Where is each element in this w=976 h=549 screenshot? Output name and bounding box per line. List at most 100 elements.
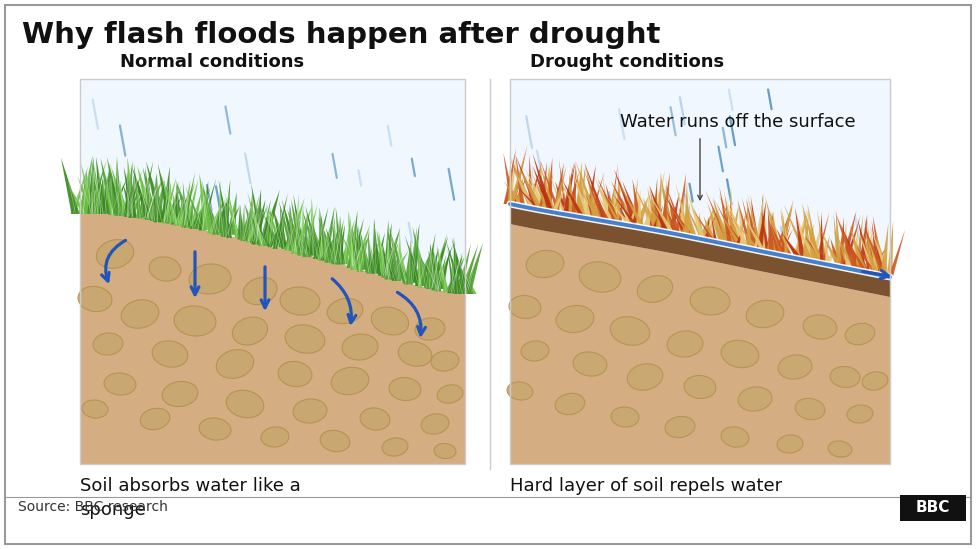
Polygon shape <box>671 208 696 238</box>
Polygon shape <box>379 243 398 276</box>
Polygon shape <box>452 238 469 293</box>
Polygon shape <box>508 151 526 205</box>
Polygon shape <box>211 196 230 232</box>
Polygon shape <box>632 179 643 228</box>
Polygon shape <box>888 229 905 277</box>
Polygon shape <box>428 244 437 288</box>
Polygon shape <box>510 204 890 297</box>
Ellipse shape <box>141 408 170 430</box>
Polygon shape <box>237 205 244 239</box>
Text: Water runs off the surface: Water runs off the surface <box>620 113 856 131</box>
Polygon shape <box>267 217 284 247</box>
Polygon shape <box>575 161 582 216</box>
Ellipse shape <box>845 323 874 345</box>
Ellipse shape <box>226 390 264 418</box>
Polygon shape <box>309 223 317 255</box>
Polygon shape <box>195 191 207 229</box>
Polygon shape <box>636 189 641 228</box>
Polygon shape <box>264 208 271 244</box>
Polygon shape <box>388 245 399 279</box>
Polygon shape <box>539 160 555 212</box>
Polygon shape <box>69 186 87 214</box>
Ellipse shape <box>149 257 181 281</box>
Polygon shape <box>253 207 263 244</box>
Polygon shape <box>728 187 734 245</box>
Polygon shape <box>728 204 739 246</box>
Polygon shape <box>731 209 746 248</box>
Polygon shape <box>515 155 539 209</box>
Ellipse shape <box>610 317 650 345</box>
Polygon shape <box>266 206 277 246</box>
Polygon shape <box>765 196 784 255</box>
Polygon shape <box>559 159 568 214</box>
Ellipse shape <box>78 287 112 312</box>
Polygon shape <box>251 199 265 244</box>
Polygon shape <box>61 158 80 214</box>
Ellipse shape <box>162 382 198 407</box>
Polygon shape <box>735 219 745 248</box>
Polygon shape <box>547 164 552 211</box>
Polygon shape <box>746 198 760 250</box>
Polygon shape <box>244 204 261 241</box>
Polygon shape <box>619 183 646 229</box>
Polygon shape <box>665 195 690 236</box>
Polygon shape <box>319 208 326 257</box>
Polygon shape <box>241 204 245 241</box>
Polygon shape <box>648 200 655 229</box>
Polygon shape <box>577 164 586 217</box>
Polygon shape <box>335 225 346 264</box>
Polygon shape <box>810 233 824 263</box>
Polygon shape <box>529 184 536 210</box>
Polygon shape <box>642 188 659 228</box>
Polygon shape <box>358 226 367 270</box>
Text: Drought conditions: Drought conditions <box>530 53 724 71</box>
Polygon shape <box>396 244 400 281</box>
Polygon shape <box>504 153 515 204</box>
Polygon shape <box>825 238 839 266</box>
Polygon shape <box>446 241 465 294</box>
Polygon shape <box>372 232 386 273</box>
Polygon shape <box>356 225 363 268</box>
Polygon shape <box>372 219 380 273</box>
Polygon shape <box>651 205 663 231</box>
Polygon shape <box>874 233 886 276</box>
Polygon shape <box>835 212 860 272</box>
Polygon shape <box>719 187 733 246</box>
Polygon shape <box>656 172 662 232</box>
Polygon shape <box>88 167 92 214</box>
Polygon shape <box>793 209 808 259</box>
Polygon shape <box>781 209 790 256</box>
Polygon shape <box>769 221 782 256</box>
Polygon shape <box>815 212 830 262</box>
Polygon shape <box>569 173 576 216</box>
Polygon shape <box>685 211 696 239</box>
Polygon shape <box>637 195 649 228</box>
Polygon shape <box>162 177 177 223</box>
Polygon shape <box>838 223 855 267</box>
Polygon shape <box>405 235 424 286</box>
Polygon shape <box>578 186 601 221</box>
Polygon shape <box>382 248 398 281</box>
Polygon shape <box>611 181 638 226</box>
Polygon shape <box>864 239 877 274</box>
Polygon shape <box>781 207 792 257</box>
Polygon shape <box>598 186 622 225</box>
Polygon shape <box>192 187 211 227</box>
Polygon shape <box>771 210 779 253</box>
Ellipse shape <box>293 399 327 423</box>
Polygon shape <box>92 162 98 214</box>
Polygon shape <box>161 194 168 221</box>
Polygon shape <box>819 227 841 266</box>
Polygon shape <box>153 197 161 222</box>
Polygon shape <box>506 156 517 204</box>
Polygon shape <box>203 188 221 235</box>
Bar <box>510 79 890 464</box>
Polygon shape <box>189 192 201 229</box>
Polygon shape <box>809 225 815 260</box>
Polygon shape <box>199 173 212 230</box>
Polygon shape <box>247 192 264 246</box>
Polygon shape <box>150 184 155 221</box>
Polygon shape <box>94 166 104 214</box>
Polygon shape <box>758 194 764 250</box>
Polygon shape <box>322 206 335 259</box>
